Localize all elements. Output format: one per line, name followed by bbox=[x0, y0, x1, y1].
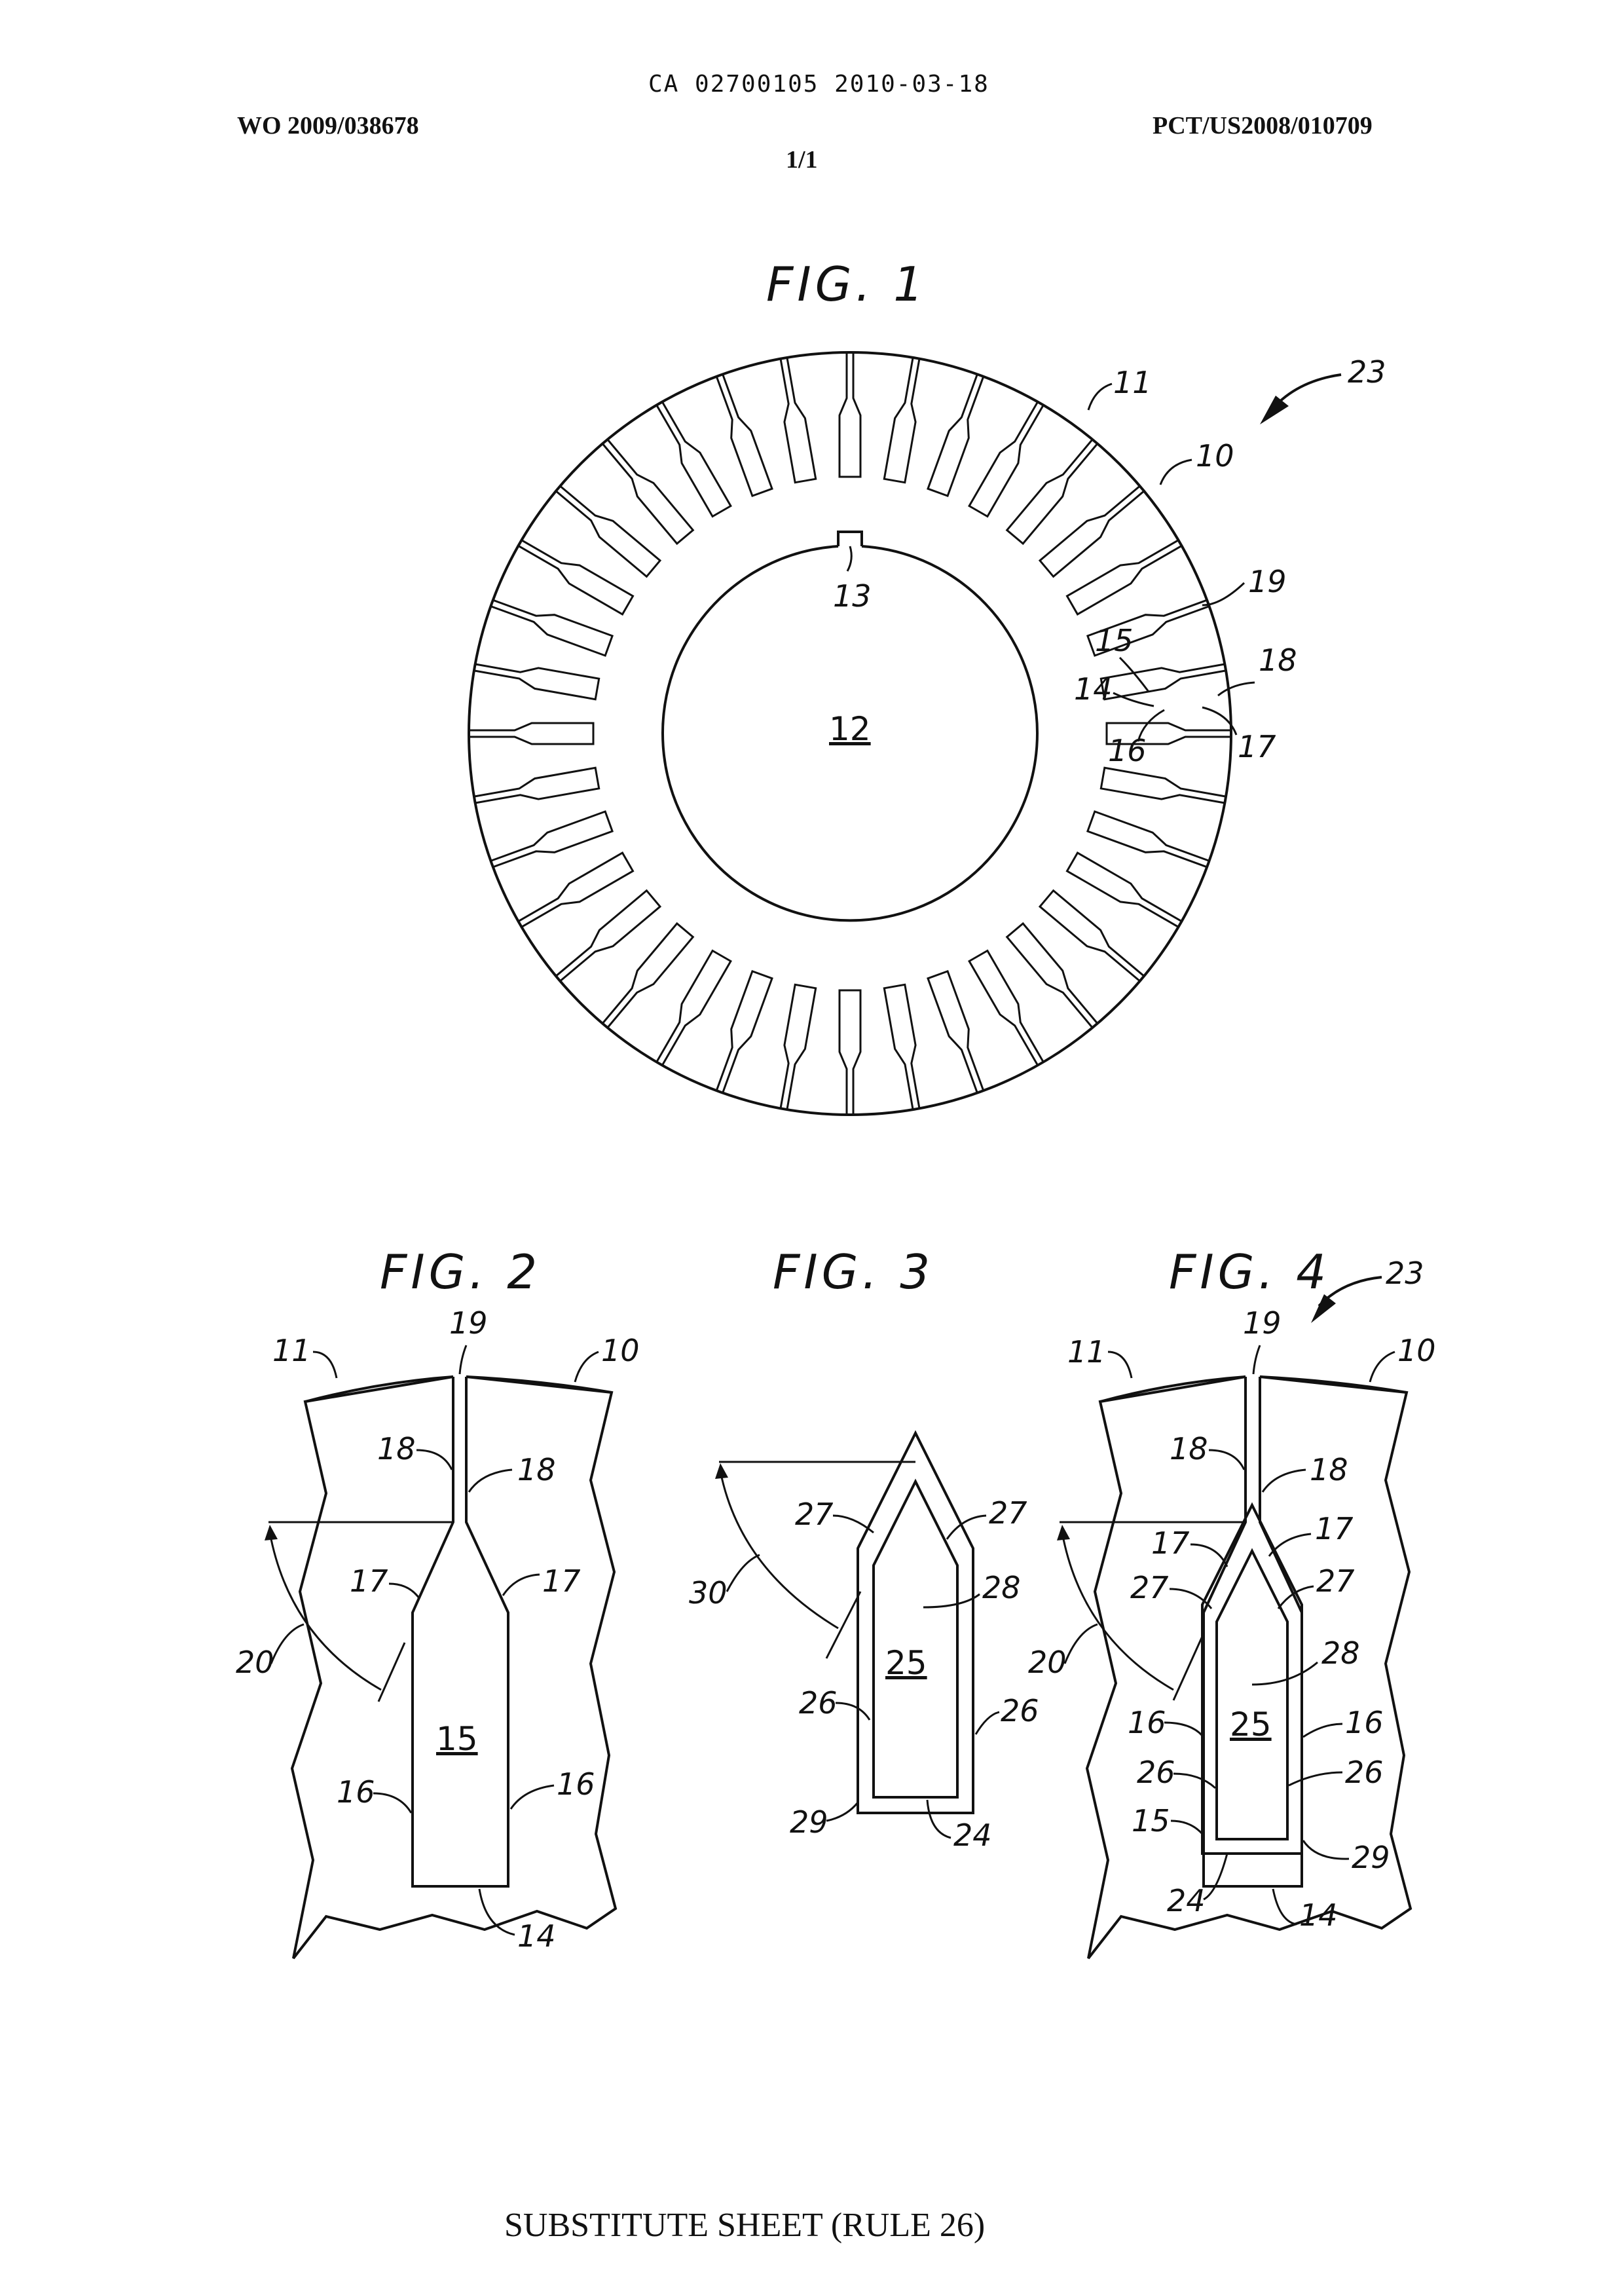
fig4-ref-20: 20 bbox=[1028, 1645, 1067, 1680]
fig4-insulator-inner bbox=[1217, 1551, 1287, 1839]
fig4-ref-28: 28 bbox=[1321, 1635, 1360, 1671]
fig4-ref-26b: 26 bbox=[1345, 1755, 1384, 1790]
fig4-ref-27a: 27 bbox=[1130, 1570, 1169, 1605]
fig4-ref-15: 15 bbox=[1132, 1803, 1170, 1838]
fig4-ref-10: 10 bbox=[1397, 1333, 1436, 1368]
fig4-ref-14: 14 bbox=[1299, 1897, 1338, 1933]
footer-text: SUBSTITUTE SHEET (RULE 26) bbox=[504, 2206, 985, 2245]
fig4-ref-18a: 18 bbox=[1170, 1431, 1208, 1466]
fig4-ref-17a: 17 bbox=[1151, 1525, 1190, 1561]
fig4-ref-26a: 26 bbox=[1137, 1755, 1175, 1790]
fig4-ref-16b: 16 bbox=[1345, 1705, 1384, 1740]
fig4-ref-17b: 17 bbox=[1315, 1511, 1354, 1546]
fig4-ref-25: 25 bbox=[1230, 1706, 1272, 1744]
fig4-ref-29: 29 bbox=[1352, 1840, 1390, 1875]
fig4-ref-11: 11 bbox=[1067, 1334, 1106, 1370]
fig4-ref-23: 23 bbox=[1386, 1256, 1424, 1291]
fig4-ref-27b: 27 bbox=[1316, 1563, 1355, 1599]
fig4-ref-19: 19 bbox=[1243, 1305, 1282, 1341]
fig4-ref-18b: 18 bbox=[1310, 1452, 1348, 1487]
fig4-ref-16a: 16 bbox=[1128, 1705, 1166, 1740]
fig4-ref-24: 24 bbox=[1167, 1883, 1206, 1918]
